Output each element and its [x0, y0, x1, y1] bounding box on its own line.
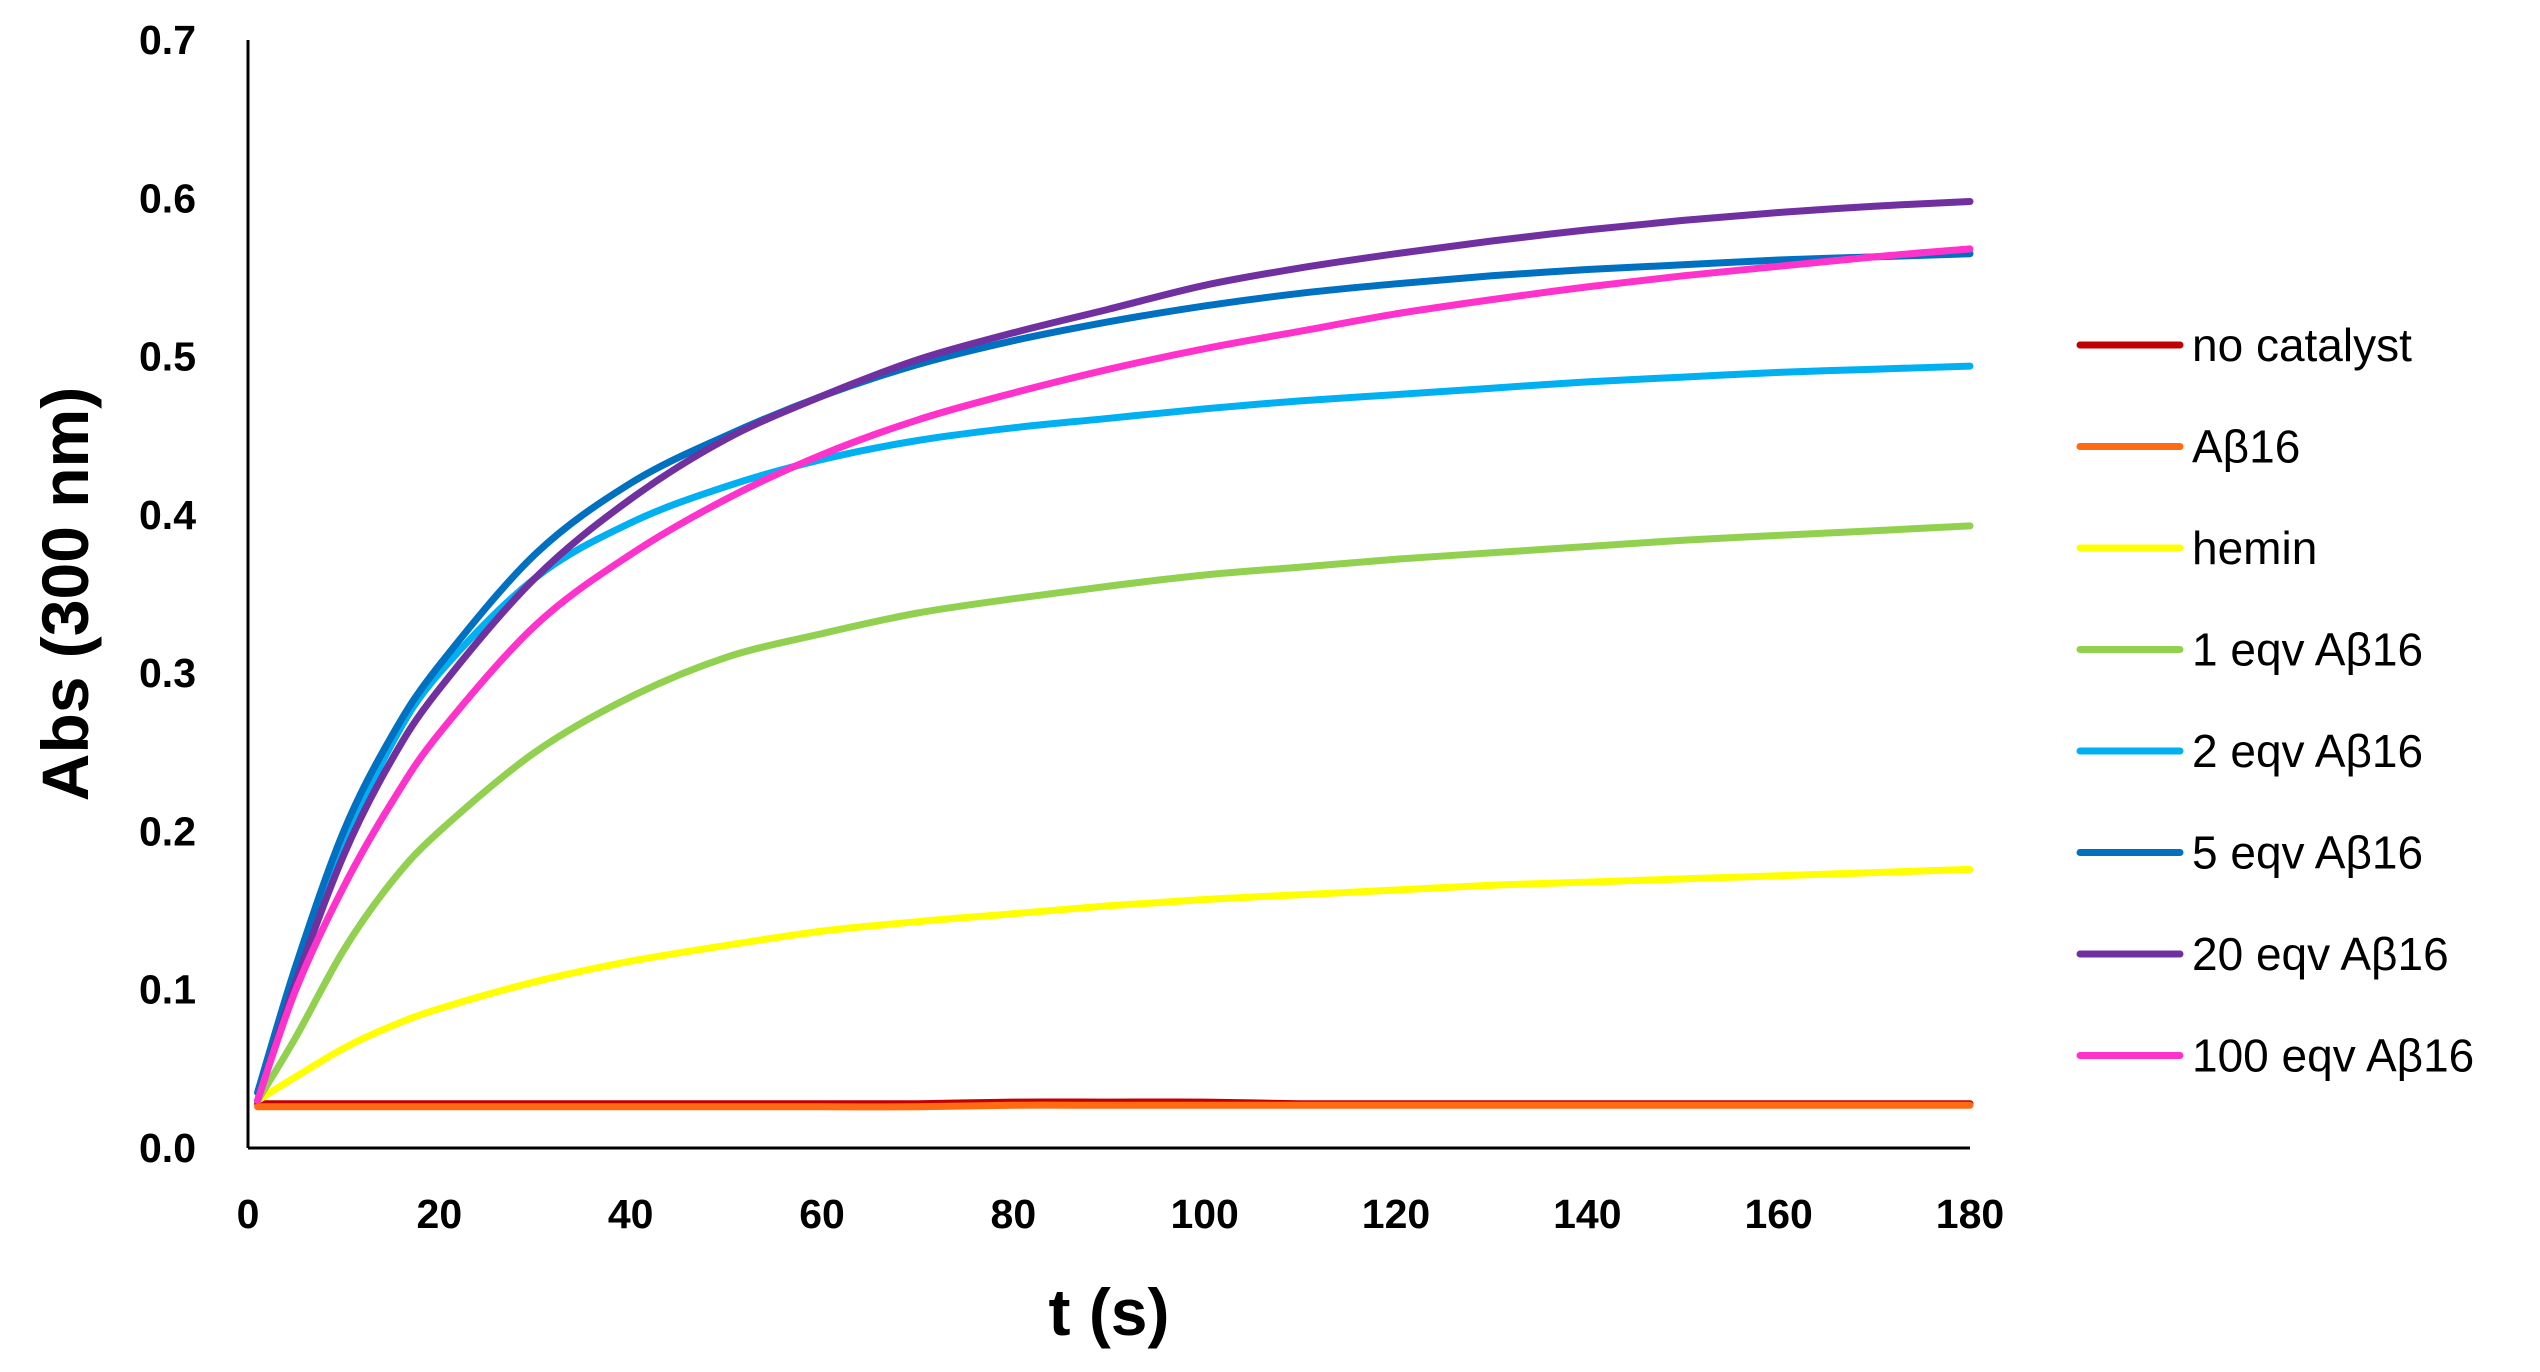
x-tick-label: 60 — [799, 1191, 845, 1237]
x-tick-label: 160 — [1744, 1191, 1812, 1237]
legend-label: hemin — [2192, 522, 2317, 574]
x-tick-label: 0 — [237, 1191, 260, 1237]
axes — [246, 40, 1970, 1150]
y-tick-label: 0.3 — [139, 650, 196, 696]
y-tick-labels: 0.0 0.1 0.2 0.3 0.4 0.5 0.6 0.7 — [139, 17, 196, 1171]
legend-item: hemin — [2076, 522, 2317, 574]
x-tick-label: 180 — [1936, 1191, 2004, 1237]
series-line-2 — [254, 1101, 1974, 1111]
series-line-4 — [254, 522, 1974, 1104]
legend-label: Aβ16 — [2192, 421, 2300, 473]
legend-label: 5 eqv Aβ16 — [2192, 827, 2423, 879]
y-axis-title: Abs (300 nm) — [28, 387, 102, 801]
y-tick-label: 0.0 — [139, 1125, 196, 1171]
legend-item: 5 eqv Aβ16 — [2076, 827, 2423, 879]
y-tick-label: 0.4 — [139, 492, 196, 538]
y-tick-label: 0.5 — [139, 334, 196, 380]
legend: no catalyst Aβ16 hemin 1 eqv Aβ16 2 eqv Aβ16… — [2076, 319, 2474, 1082]
legend-item: 1 eqv Aβ16 — [2076, 624, 2423, 676]
x-tick-label: 120 — [1362, 1191, 1430, 1237]
legend-item: 20 eqv Aβ16 — [2076, 928, 2449, 980]
plot-lines — [254, 198, 1974, 1111]
series-line-7 — [254, 198, 1974, 1104]
series-line-6 — [254, 250, 1974, 1097]
x-tick-label: 80 — [991, 1191, 1037, 1237]
legend-label: 100 eqv Aβ16 — [2192, 1030, 2474, 1082]
legend-label: 20 eqv Aβ16 — [2192, 928, 2449, 980]
y-tick-label: 0.1 — [139, 967, 196, 1013]
x-tick-labels: 0 20 40 60 80 100 120 140 160 180 — [237, 1191, 2005, 1237]
y-tick-label: 0.2 — [139, 808, 196, 854]
series-line-8 — [254, 245, 1974, 1104]
series-line-5 — [254, 362, 1974, 1097]
legend-label: 1 eqv Aβ16 — [2192, 624, 2423, 676]
legend-label: 2 eqv Aβ16 — [2192, 725, 2423, 777]
x-tick-label: 100 — [1170, 1191, 1238, 1237]
y-tick-label: 0.7 — [139, 17, 196, 63]
x-tick-label: 140 — [1553, 1191, 1621, 1237]
legend-item: 100 eqv Aβ16 — [2076, 1030, 2474, 1082]
legend-item: Aβ16 — [2076, 421, 2300, 473]
legend-label: no catalyst — [2192, 319, 2412, 371]
series-line-3 — [254, 865, 1974, 1104]
x-tick-label: 40 — [608, 1191, 654, 1237]
x-axis-title: t (s) — [1049, 1275, 1170, 1349]
y-tick-label: 0.6 — [139, 175, 196, 221]
x-tick-label: 20 — [417, 1191, 463, 1237]
legend-item: no catalyst — [2076, 319, 2412, 371]
legend-item: 2 eqv Aβ16 — [2076, 725, 2423, 777]
